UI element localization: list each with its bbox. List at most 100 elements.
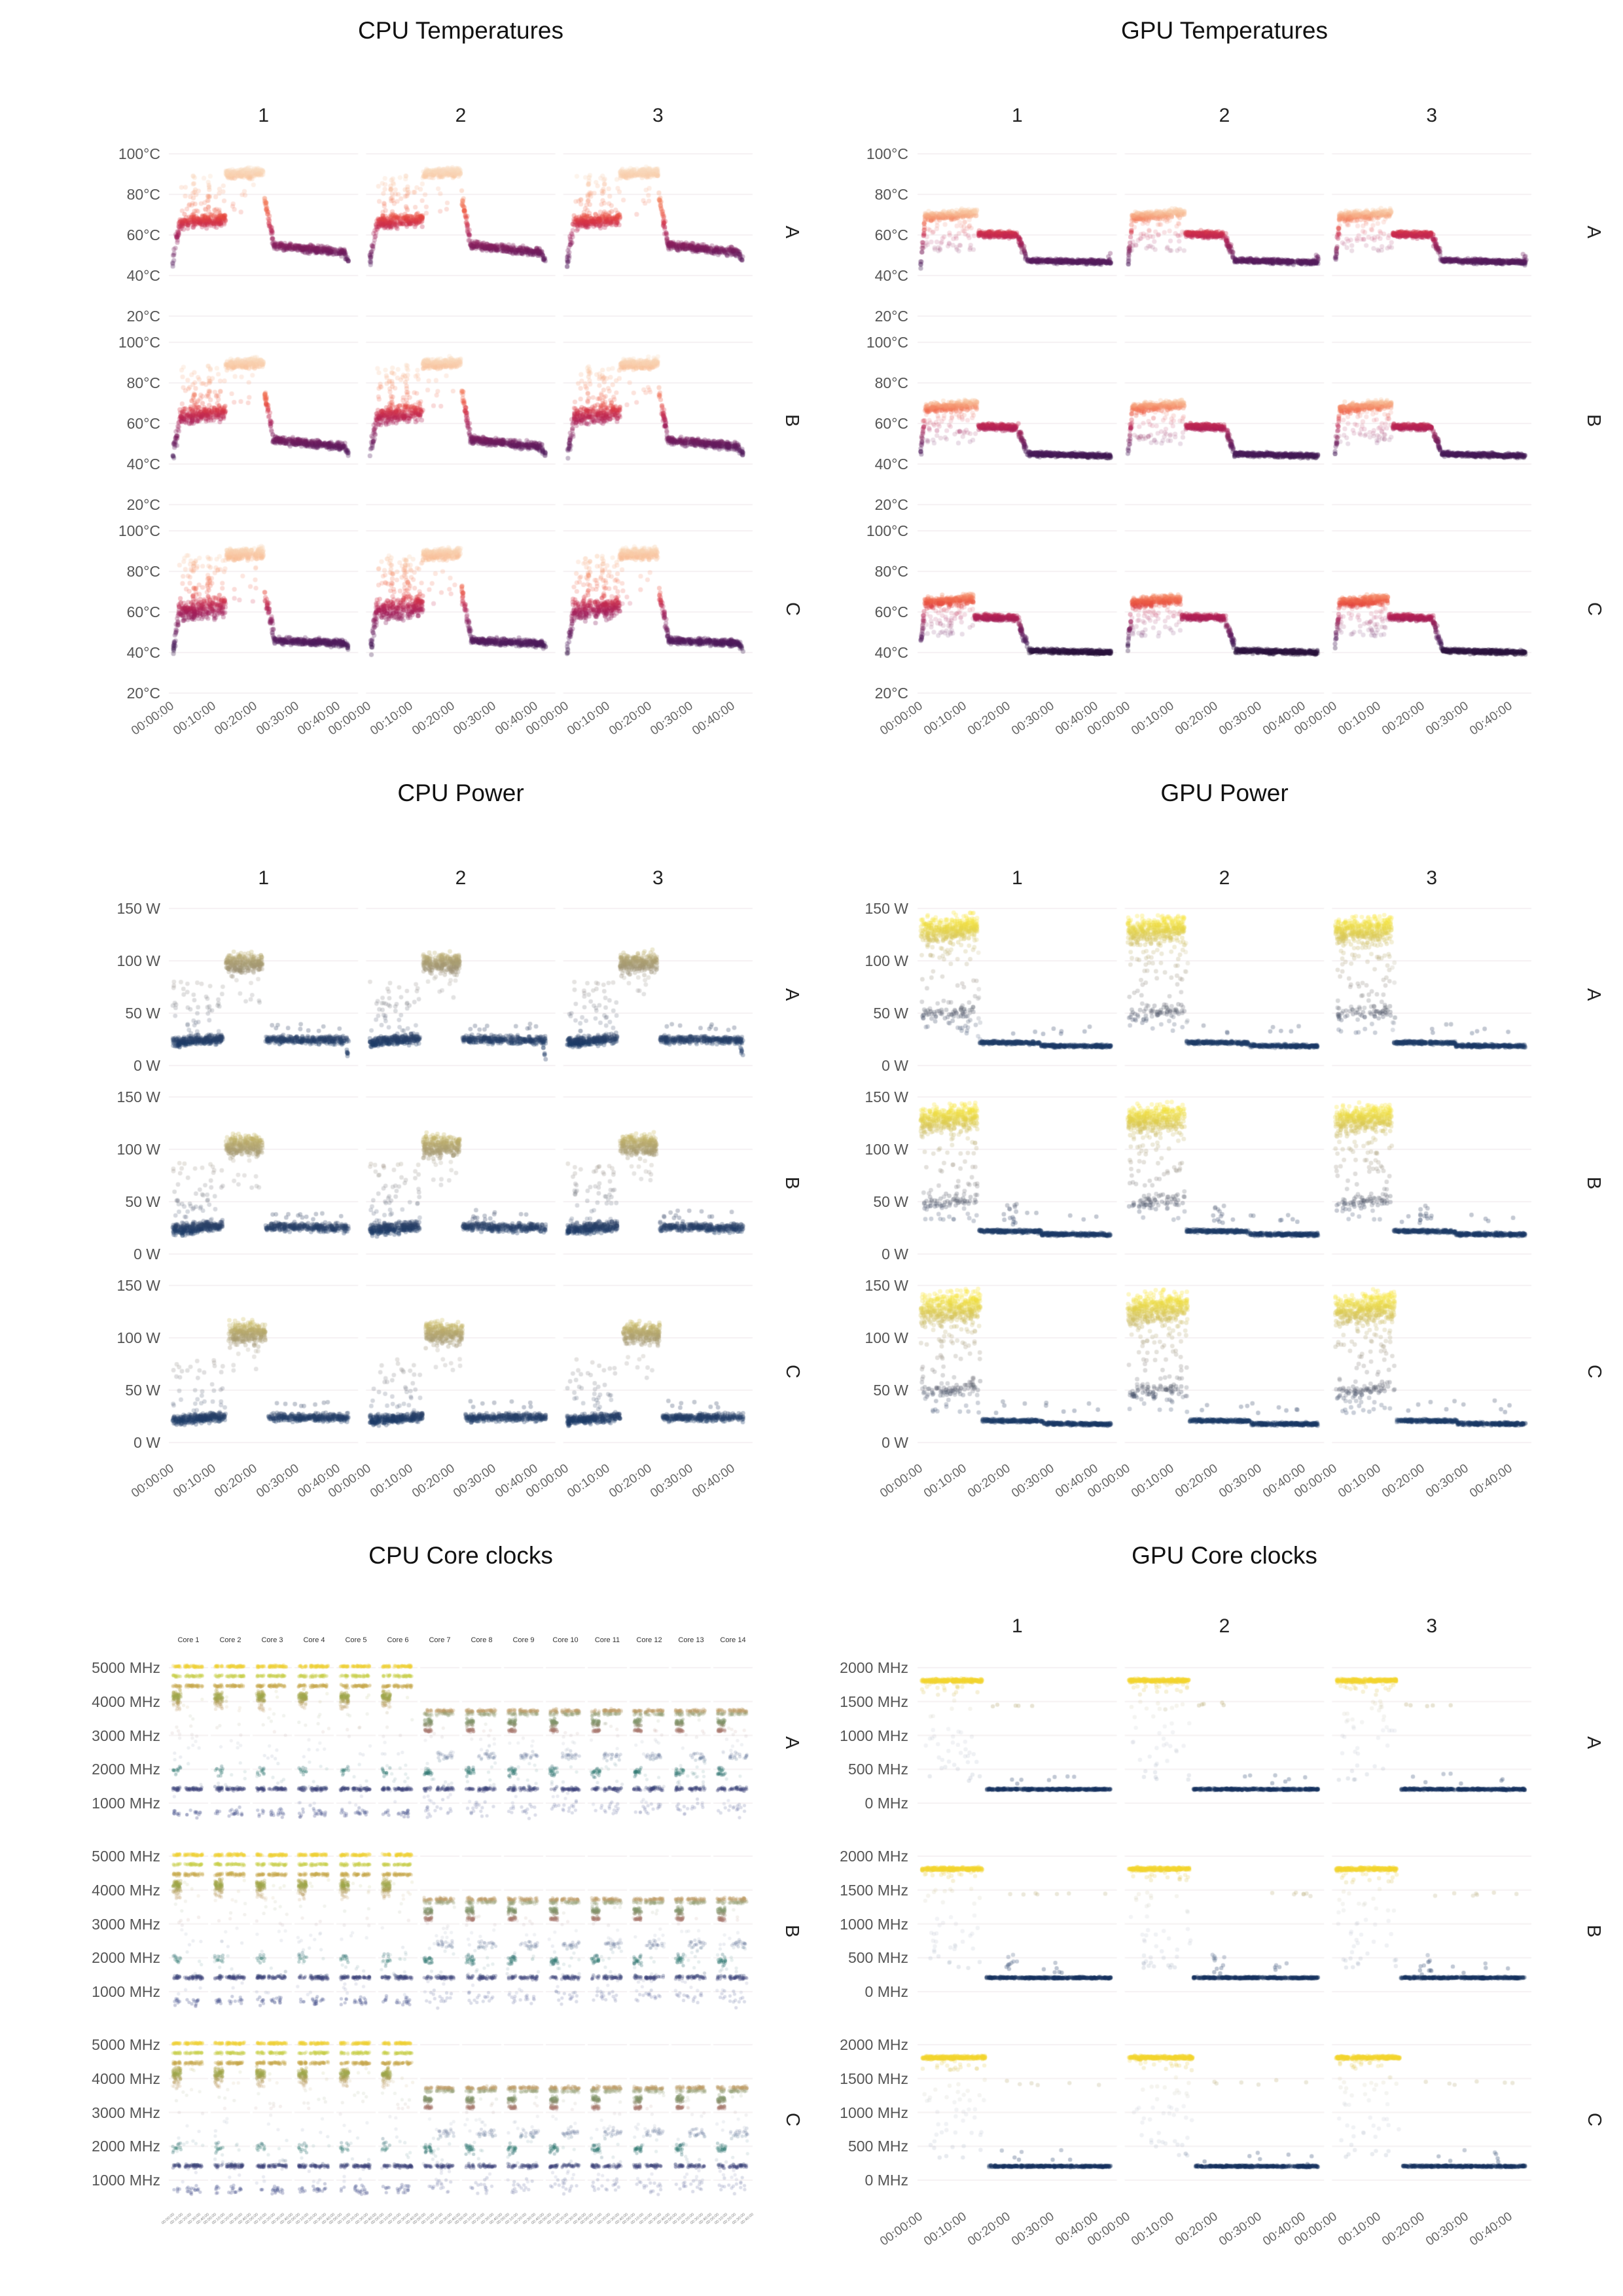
y-tick-label: 3000 MHz (92, 1915, 160, 1933)
y-tick-label: 2000 MHz (92, 2138, 160, 2155)
y-tick-label: 100°C (118, 522, 160, 540)
y-tick-label: 100°C (866, 145, 908, 163)
y-tick-label: 0 W (882, 1056, 908, 1074)
y-tick-label: 100°C (118, 334, 160, 351)
facet-row-label: C (1583, 1365, 1605, 1378)
y-tick-label: 50 W (873, 1004, 908, 1022)
y-tick-label: 40°C (126, 644, 160, 662)
y-tick-label: 2000 MHz (840, 2036, 908, 2053)
y-tick-label: 1500 MHz (840, 1881, 908, 1899)
cpu-clocks-plot-canvas (161, 1525, 760, 2287)
y-tick-label: 5000 MHz (92, 2036, 160, 2053)
cpu-temps-plot-canvas (161, 0, 760, 762)
y-tick-label: 0 W (134, 1245, 160, 1263)
y-tick-label: 60°C (126, 603, 160, 621)
y-tick-label: 4000 MHz (92, 1881, 160, 1899)
y-tick-label: 2000 MHz (92, 1949, 160, 1967)
y-tick-label: 40°C (126, 267, 160, 285)
y-tick-label: 3000 MHz (92, 1727, 160, 1744)
y-tick-label: 1000 MHz (840, 1727, 908, 1744)
y-tick-label: 100 W (865, 952, 908, 969)
y-tick-label: 500 MHz (847, 1761, 908, 1778)
y-tick-label: 100°C (866, 522, 908, 540)
gpu-clocks-plot-canvas (910, 1525, 1539, 2287)
y-tick-label: 0 MHz (865, 1795, 908, 1812)
y-tick-label: 150 W (116, 1088, 160, 1105)
y-tick-label: 80°C (126, 374, 160, 392)
y-tick-label: 80°C (874, 186, 908, 204)
y-tick-label: 2000 MHz (92, 1761, 160, 1778)
facet-row-label: C (1583, 602, 1605, 616)
facet-row-label: A (1583, 225, 1605, 239)
facet-row-label: A (1583, 988, 1605, 1001)
y-tick-label: 40°C (874, 267, 908, 285)
y-tick-label: 80°C (126, 563, 160, 581)
y-tick-label: 20°C (874, 308, 908, 325)
y-tick-label: 60°C (874, 415, 908, 433)
y-tick-label: 150 W (865, 899, 908, 917)
y-tick-label: 150 W (865, 1276, 908, 1294)
y-tick-label: 1000 MHz (92, 1983, 160, 2000)
y-tick-label: 20°C (874, 685, 908, 702)
gpu-temps-plot-canvas (910, 0, 1539, 762)
facet-row-label: B (1583, 1176, 1605, 1190)
y-tick-label: 20°C (126, 308, 160, 325)
y-tick-label: 0 W (882, 1433, 908, 1451)
y-tick-label: 50 W (125, 1381, 160, 1399)
y-tick-label: 100°C (118, 145, 160, 163)
y-tick-label: 4000 MHz (92, 1693, 160, 1710)
y-tick-label: 0 W (882, 1245, 908, 1263)
y-tick-label: 50 W (125, 1193, 160, 1210)
y-tick-label: 4000 MHz (92, 2070, 160, 2087)
y-tick-label: 1000 MHz (92, 1795, 160, 1812)
y-tick-label: 150 W (116, 899, 160, 917)
y-tick-label: 2000 MHz (840, 1848, 908, 1865)
y-tick-label: 20°C (126, 496, 160, 514)
facet-row-label: B (1583, 1924, 1605, 1938)
y-tick-label: 60°C (874, 603, 908, 621)
gpu-power-plot-canvas (910, 762, 1539, 1525)
y-tick-label: 1000 MHz (92, 2172, 160, 2189)
y-tick-label: 20°C (126, 685, 160, 702)
y-tick-label: 150 W (865, 1088, 908, 1105)
y-tick-label: 60°C (126, 226, 160, 244)
y-tick-label: 80°C (874, 374, 908, 392)
y-tick-label: 150 W (116, 1276, 160, 1294)
y-tick-label: 100 W (865, 1329, 908, 1346)
y-tick-label: 100 W (116, 1329, 160, 1346)
y-tick-label: 60°C (126, 415, 160, 433)
facet-row-label: C (1583, 2113, 1605, 2126)
y-tick-label: 80°C (874, 563, 908, 581)
y-tick-label: 100 W (116, 1140, 160, 1158)
y-tick-label: 1000 MHz (840, 2104, 908, 2121)
y-tick-label: 0 MHz (865, 2172, 908, 2189)
y-tick-label: 3000 MHz (92, 2104, 160, 2121)
y-tick-label: 60°C (874, 226, 908, 244)
y-tick-label: 1500 MHz (840, 1693, 908, 1710)
y-tick-label: 5000 MHz (92, 1848, 160, 1865)
y-tick-label: 100°C (866, 334, 908, 351)
facet-row-label: A (1583, 1736, 1605, 1749)
facet-row-label: B (781, 1176, 803, 1190)
y-tick-label: 100 W (116, 952, 160, 969)
y-tick-label: 500 MHz (847, 1949, 908, 1967)
y-tick-label: 40°C (874, 644, 908, 662)
facet-row-label: B (1583, 414, 1605, 427)
y-tick-label: 1000 MHz (840, 1915, 908, 1933)
y-tick-label: 0 MHz (865, 1983, 908, 2000)
y-tick-label: 1500 MHz (840, 2070, 908, 2087)
y-tick-label: 2000 MHz (840, 1659, 908, 1676)
y-tick-label: 500 MHz (847, 2138, 908, 2155)
y-tick-label: 80°C (126, 186, 160, 204)
facet-row-label: A (781, 988, 803, 1001)
y-tick-label: 20°C (874, 496, 908, 514)
y-tick-label: 50 W (873, 1381, 908, 1399)
y-tick-label: 5000 MHz (92, 1659, 160, 1676)
y-tick-label: 100 W (865, 1140, 908, 1158)
y-tick-label: 0 W (134, 1056, 160, 1074)
y-tick-label: 40°C (126, 456, 160, 473)
y-tick-label: 40°C (874, 456, 908, 473)
facet-row-label: C (781, 1365, 803, 1378)
cpu-power-plot-canvas (161, 762, 760, 1525)
